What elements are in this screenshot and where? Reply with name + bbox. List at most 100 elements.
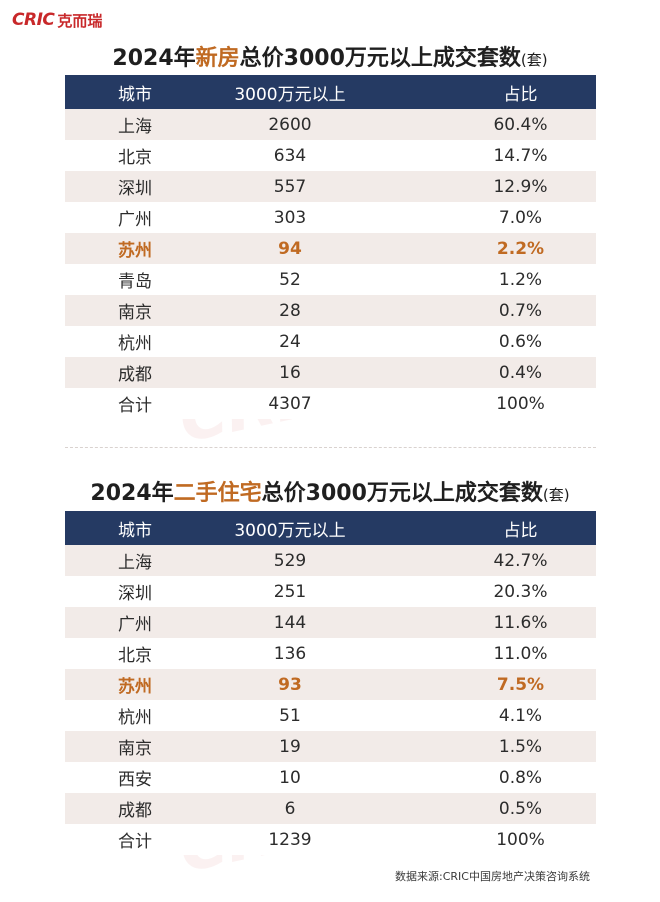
table-row: 成都 6 0.5%	[65, 793, 596, 824]
cell-count: 557	[273, 176, 307, 197]
section1-title-suffix: 总价3000万元以上成交套数	[239, 46, 521, 71]
cell-share: 0.4%	[498, 362, 543, 383]
cell-city: 南京	[118, 303, 152, 323]
section1-title-highlight: 新房	[195, 46, 240, 71]
cric-logo: CRIC 克而瑞	[12, 9, 102, 31]
cell-city: 南京	[118, 739, 152, 759]
logo-name: 克而瑞	[57, 11, 103, 30]
resale-home-table: 城市 3000万元以上 占比 上海 529 42.7% 深圳 251 20.3% 广州 144…	[65, 511, 596, 855]
cell-city: 杭州	[118, 708, 152, 728]
cell-share: 60.4%	[493, 114, 548, 135]
cell-city: 深圳	[118, 179, 152, 199]
cell-count: 16	[279, 362, 301, 383]
table-header: 城市 3000万元以上 占比	[65, 75, 596, 109]
table-row: 深圳 251 20.3%	[65, 576, 596, 607]
table-row: 广州 144 11.6%	[65, 607, 596, 638]
table-row: 杭州 51 4.1%	[65, 700, 596, 731]
cell-count: 6	[284, 798, 296, 819]
cell-count: 303	[273, 207, 307, 228]
cell-share: 12.9%	[493, 176, 548, 197]
cell-share: 2.2%	[496, 238, 545, 259]
cell-count: 136	[273, 643, 307, 664]
cell-count: 10	[279, 767, 301, 788]
header-share: 占比	[503, 84, 538, 105]
table-header: 城市 3000万元以上 占比	[65, 511, 596, 545]
table-row: 杭州 24 0.6%	[65, 326, 596, 357]
table-row: 苏州 93 7.5%	[65, 669, 596, 700]
cell-share: 7.5%	[496, 674, 545, 695]
cell-count: 529	[273, 550, 307, 571]
cell-city: 合计	[118, 396, 152, 416]
cell-city: 上海	[118, 117, 152, 137]
table-row: 合计 4307 100%	[65, 388, 596, 419]
cell-share: 11.6%	[493, 612, 548, 633]
cell-count: 144	[273, 612, 307, 633]
cell-count: 93	[278, 674, 302, 695]
cell-city: 杭州	[118, 334, 152, 354]
table-row: 成都 16 0.4%	[65, 357, 596, 388]
header-count: 3000万元以上	[234, 84, 346, 105]
cell-share: 0.5%	[498, 798, 543, 819]
cell-city: 深圳	[118, 584, 152, 604]
cell-count: 2600	[268, 114, 312, 135]
section1-title-unit: (套)	[520, 51, 548, 69]
table-row: 北京 634 14.7%	[65, 140, 596, 171]
cell-city: 广州	[118, 210, 152, 230]
section2-title-highlight: 二手住宅	[173, 481, 262, 506]
table-body: 上海 2600 60.4% 北京 634 14.7% 深圳 557 12.9% 广州 303 7.0%…	[65, 109, 596, 419]
data-source: 数据来源:CRIC中国房地产决策咨询系统	[395, 870, 590, 883]
cell-share: 0.6%	[498, 331, 543, 352]
header-city: 城市	[118, 520, 152, 541]
table-row: 苏州 94 2.2%	[65, 233, 596, 264]
cell-share: 4.1%	[498, 705, 543, 726]
section-divider	[65, 447, 596, 448]
header-share: 占比	[503, 520, 538, 541]
new-home-table: 城市 3000万元以上 占比 上海 2600 60.4% 北京 634 14.7% 深圳 55…	[65, 75, 596, 419]
cell-city: 北京	[118, 646, 152, 666]
cell-city: 苏州	[118, 241, 152, 261]
cell-share: 1.2%	[498, 269, 543, 290]
section1-title: 2024年新房总价3000万元以上成交套数(套)	[0, 40, 660, 72]
cell-count: 51	[279, 705, 301, 726]
cell-count: 19	[279, 736, 301, 757]
section2-title: 2024年二手住宅总价3000万元以上成交套数(套)	[0, 475, 660, 507]
cell-share: 14.7%	[493, 145, 548, 166]
cell-count: 1239	[268, 829, 312, 850]
cell-city: 成都	[118, 365, 152, 385]
table-row: 西安 10 0.8%	[65, 762, 596, 793]
cell-share: 20.3%	[493, 581, 548, 602]
section1-title-prefix: 2024年	[112, 46, 196, 71]
cell-share: 42.7%	[493, 550, 548, 571]
logo-mark: CRIC	[12, 10, 55, 30]
cell-count: 28	[279, 300, 301, 321]
table-row: 南京 19 1.5%	[65, 731, 596, 762]
cell-count: 251	[273, 581, 307, 602]
cell-city: 成都	[118, 801, 152, 821]
cell-city: 苏州	[118, 677, 152, 697]
cell-city: 合计	[118, 832, 152, 852]
cell-city: 北京	[118, 148, 152, 168]
cell-count: 24	[279, 331, 301, 352]
cell-share: 100%	[496, 829, 545, 850]
header-city: 城市	[118, 84, 152, 105]
section2-title-prefix: 2024年	[90, 481, 174, 506]
table-row: 深圳 557 12.9%	[65, 171, 596, 202]
cell-city: 上海	[118, 553, 152, 573]
table-row: 北京 136 11.0%	[65, 638, 596, 669]
table-row: 青岛 52 1.2%	[65, 264, 596, 295]
section2-title-suffix: 总价3000万元以上成交套数	[261, 481, 543, 506]
header-count: 3000万元以上	[234, 520, 346, 541]
cell-share: 0.8%	[498, 767, 543, 788]
cell-count: 94	[278, 238, 302, 259]
section2-title-unit: (套)	[542, 486, 570, 504]
table-row: 南京 28 0.7%	[65, 295, 596, 326]
table-row: 上海 529 42.7%	[65, 545, 596, 576]
cell-city: 西安	[118, 770, 152, 790]
cell-share: 1.5%	[498, 736, 543, 757]
cell-count: 52	[279, 269, 301, 290]
cell-share: 7.0%	[498, 207, 543, 228]
cell-count: 634	[273, 145, 307, 166]
table-row: 合计 1239 100%	[65, 824, 596, 855]
cell-share: 11.0%	[493, 643, 548, 664]
cell-count: 4307	[268, 393, 312, 414]
